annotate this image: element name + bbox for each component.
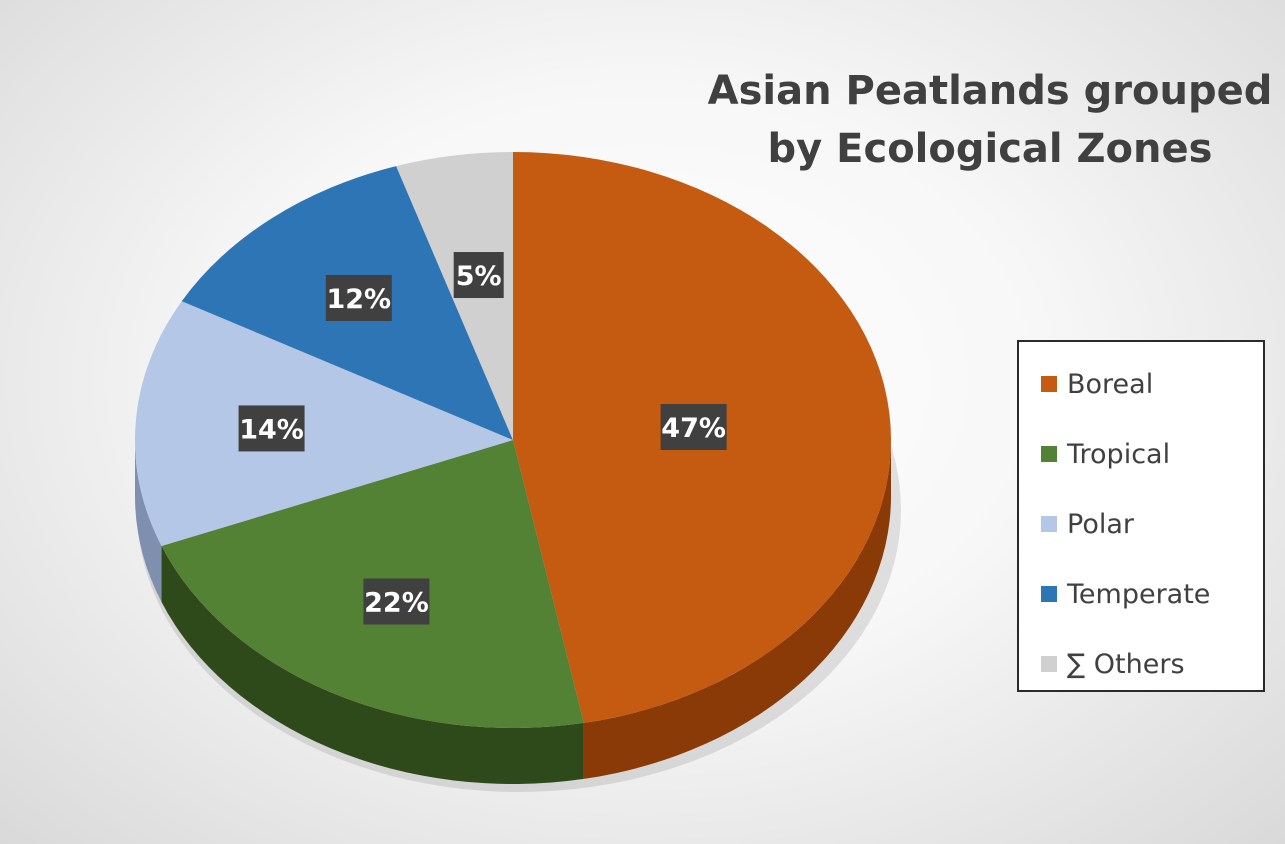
data-label-text: 47% xyxy=(661,413,726,444)
legend-label-temperate: Temperate xyxy=(1067,578,1211,610)
legend-label-others: ∑ Others xyxy=(1067,648,1185,680)
data-label-text: 22% xyxy=(364,588,429,619)
legend-swatch-boreal xyxy=(1041,376,1057,392)
pie-slice-side-polar xyxy=(135,440,162,603)
data-label-text: 14% xyxy=(239,414,304,445)
data-label-polar: 14% xyxy=(238,405,305,452)
data-label-others: 5% xyxy=(453,252,504,299)
legend-item-temperate: Temperate xyxy=(1041,574,1210,614)
pie-slice-polar xyxy=(134,301,513,547)
data-label-temperate: 12% xyxy=(325,274,392,321)
pie-slice-side-boreal xyxy=(583,440,891,779)
legend-item-tropical: Tropical xyxy=(1041,434,1170,474)
legend-label-boreal: Boreal xyxy=(1067,368,1154,400)
data-label-box xyxy=(453,252,504,299)
legend-item-polar: Polar xyxy=(1041,504,1134,544)
data-label-text: 5% xyxy=(456,261,502,292)
legend-swatch-polar xyxy=(1041,516,1057,532)
data-label-tropical: 22% xyxy=(363,578,430,625)
legend-label-tropical: Tropical xyxy=(1067,438,1171,470)
data-label-boreal: 47% xyxy=(660,403,727,450)
data-label-box xyxy=(238,405,305,452)
legend-item-boreal: Boreal xyxy=(1041,364,1153,404)
data-label-box xyxy=(325,274,392,321)
legend: Boreal Tropical Polar Temperate ∑ Others xyxy=(1017,340,1265,692)
legend-swatch-temperate xyxy=(1041,586,1057,602)
chart-title-line-1: Asian Peatlands grouped xyxy=(707,68,1273,114)
legend-swatch-others xyxy=(1041,656,1057,672)
data-label-text: 12% xyxy=(326,284,391,315)
pie-slice-side-tropical xyxy=(161,546,584,785)
legend-swatch-tropical xyxy=(1041,446,1057,462)
data-label-box xyxy=(660,403,727,450)
chart-title-line-2: by Ecological Zones xyxy=(767,126,1213,172)
chart-title: Asian Peatlands grouped by Ecological Zo… xyxy=(690,62,1285,178)
legend-item-others: ∑ Others xyxy=(1041,644,1185,684)
legend-label-polar: Polar xyxy=(1067,508,1134,540)
data-label-box xyxy=(363,578,430,625)
